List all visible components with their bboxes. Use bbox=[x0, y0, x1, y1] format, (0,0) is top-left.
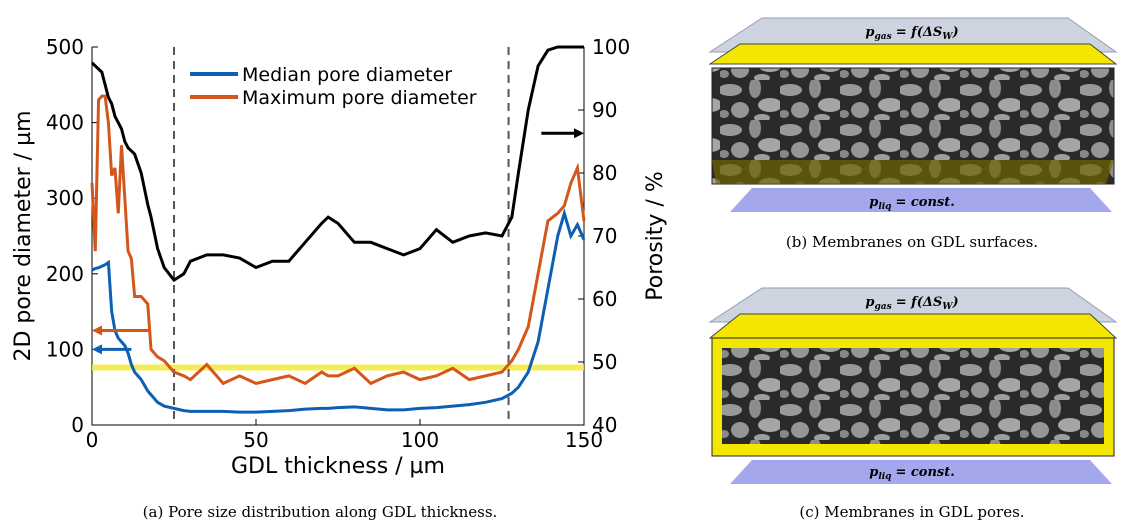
y-tick-label: 0 bbox=[71, 413, 84, 437]
arrow-head bbox=[574, 128, 584, 138]
page: 0501001500100200300400500405060708090100… bbox=[0, 0, 1124, 528]
x-axis-label: GDL thickness / µm bbox=[231, 454, 445, 479]
y-axis-label: 2D pore diameter / µm bbox=[11, 110, 36, 361]
y2-tick-label: 50 bbox=[592, 350, 617, 374]
legend-label: Maximum pore diameter bbox=[242, 87, 477, 109]
render-c: pgas= f(ΔSW) pliq= const. (c) Membranes … bbox=[710, 288, 1116, 521]
y-tick-label: 100 bbox=[46, 337, 84, 361]
y2-tick-label: 70 bbox=[592, 224, 617, 248]
y-tick-label: 300 bbox=[46, 186, 84, 210]
figure: 0501001500100200300400500405060708090100… bbox=[0, 0, 1124, 528]
caption: (a) Pore size distribution along GDL thi… bbox=[143, 503, 498, 521]
arrow-head bbox=[92, 344, 102, 354]
x-tick-label: 50 bbox=[243, 428, 268, 452]
y-tick-label: 200 bbox=[46, 262, 84, 286]
y2-tick-label: 90 bbox=[592, 98, 617, 122]
y2-tick-label: 40 bbox=[592, 413, 617, 437]
arrow-head bbox=[92, 326, 102, 336]
caption: (b) Membranes on GDL surfaces. bbox=[786, 233, 1038, 251]
y-tick-label: 400 bbox=[46, 111, 84, 135]
x-tick-label: 0 bbox=[86, 428, 99, 452]
y2-tick-label: 60 bbox=[592, 287, 617, 311]
y2-tick-label: 80 bbox=[592, 161, 617, 185]
y2-axis-label: Porosity / % bbox=[643, 171, 668, 301]
render-b: pgas= f(ΔSW) pliq= const. (b) Membranes … bbox=[710, 18, 1116, 251]
caption: (c) Membranes in GDL pores. bbox=[799, 503, 1024, 521]
series-line bbox=[92, 213, 584, 412]
series-line bbox=[92, 96, 584, 383]
y2-tick-label: 100 bbox=[592, 35, 630, 59]
x-tick-label: 100 bbox=[401, 428, 439, 452]
legend-label: Median pore diameter bbox=[242, 64, 452, 86]
y-tick-label: 500 bbox=[46, 35, 84, 59]
